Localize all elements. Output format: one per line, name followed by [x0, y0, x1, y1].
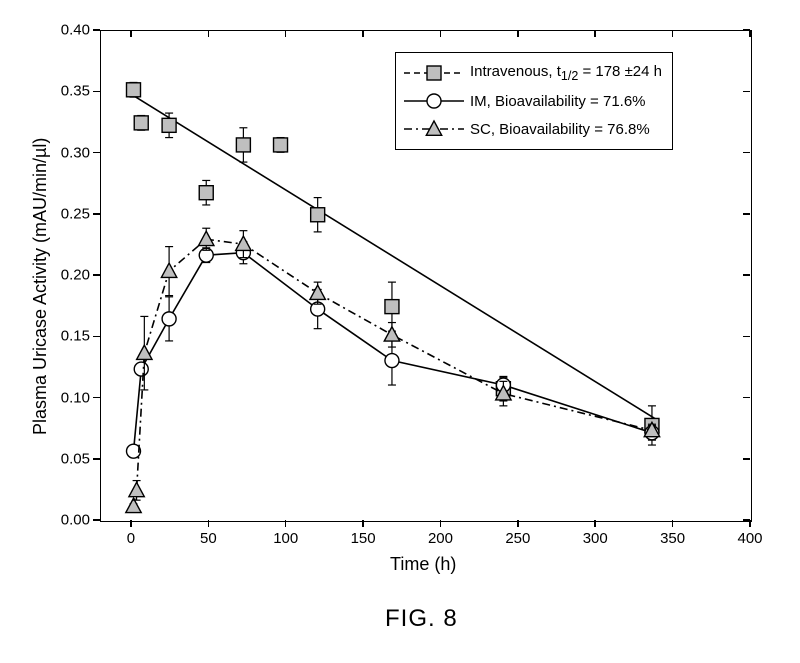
x-axis-label: Time (h)	[390, 554, 456, 575]
x-tick-label: 350	[660, 530, 685, 547]
y-tick-label: 0.00	[52, 512, 90, 529]
y-tick-right	[743, 458, 750, 460]
x-tick-top	[285, 30, 287, 37]
legend-row-sc: SC, Bioavailability = 76.8%	[404, 115, 662, 143]
x-tick	[285, 520, 287, 527]
y-tick-right	[743, 213, 750, 215]
x-tick	[749, 520, 751, 527]
y-tick	[93, 29, 100, 31]
legend-row-iv: Intravenous, t1/2 = 178 ±24 h	[404, 59, 662, 87]
x-tick-label: 100	[273, 530, 298, 547]
x-tick-label: 200	[428, 530, 453, 547]
x-tick	[594, 520, 596, 527]
x-tick-label: 50	[200, 530, 217, 547]
x-tick	[440, 520, 442, 527]
legend-swatch-sc	[404, 119, 464, 139]
x-tick	[362, 520, 364, 527]
y-tick	[93, 152, 100, 154]
y-tick-right	[743, 397, 750, 399]
y-tick-label: 0.40	[52, 22, 90, 39]
figure-caption: FIG. 8	[385, 605, 458, 633]
x-tick-label: 0	[127, 530, 135, 547]
y-tick-label: 0.20	[52, 267, 90, 284]
y-tick-right	[743, 91, 750, 93]
y-tick-label: 0.25	[52, 205, 90, 222]
y-tick-right	[743, 274, 750, 276]
y-tick	[93, 336, 100, 338]
y-axis-label: Plasma Uricase Activity (mAU/min/µl)	[30, 138, 51, 435]
x-tick-top	[749, 30, 751, 37]
x-tick-top	[440, 30, 442, 37]
x-tick	[672, 520, 674, 527]
y-tick	[93, 519, 100, 521]
y-tick	[93, 458, 100, 460]
y-tick-right	[743, 152, 750, 154]
x-tick-top	[594, 30, 596, 37]
y-tick	[93, 213, 100, 215]
x-tick	[130, 520, 132, 527]
x-tick-label: 400	[737, 530, 762, 547]
legend-swatch-iv	[404, 63, 464, 83]
x-tick-top	[362, 30, 364, 37]
legend-label-iv: Intravenous, t1/2 = 178 ±24 h	[470, 63, 662, 83]
figure: Plasma Uricase Activity (mAU/min/µl) Tim…	[0, 0, 800, 663]
x-tick-top	[517, 30, 519, 37]
y-tick	[93, 91, 100, 93]
y-tick-right	[743, 336, 750, 338]
y-tick	[93, 274, 100, 276]
x-tick-label: 150	[351, 530, 376, 547]
legend-row-im: IM, Bioavailability = 71.6%	[404, 87, 662, 115]
y-tick-label: 0.35	[52, 83, 90, 100]
x-tick-top	[208, 30, 210, 37]
y-tick-label: 0.05	[52, 450, 90, 467]
x-tick-label: 300	[583, 530, 608, 547]
y-tick	[93, 397, 100, 399]
y-tick-label: 0.10	[52, 389, 90, 406]
y-tick-label: 0.15	[52, 328, 90, 345]
legend-label-sc: SC, Bioavailability = 76.8%	[470, 121, 650, 138]
y-tick-right	[743, 519, 750, 521]
legend: Intravenous, t1/2 = 178 ±24 h IM, Bioavai…	[395, 52, 673, 150]
x-tick-top	[130, 30, 132, 37]
y-tick-right	[743, 29, 750, 31]
y-tick-label: 0.30	[52, 144, 90, 161]
x-tick	[517, 520, 519, 527]
x-tick-label: 250	[505, 530, 530, 547]
legend-label-im: IM, Bioavailability = 71.6%	[470, 93, 646, 110]
x-tick-top	[672, 30, 674, 37]
legend-swatch-im	[404, 91, 464, 111]
x-tick	[208, 520, 210, 527]
